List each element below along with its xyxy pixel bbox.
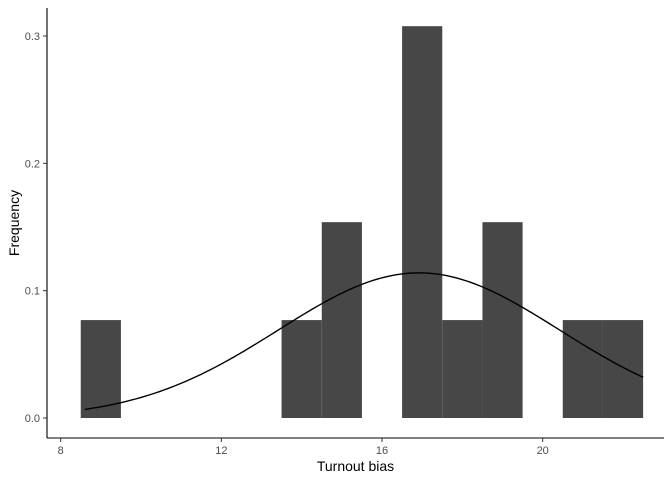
y-ticks: 0.0 0.1 0.2 0.3 — [25, 31, 47, 425]
histogram-bar-5 — [482, 222, 523, 418]
histogram-bar-2 — [321, 222, 362, 418]
histogram-bar-0 — [80, 320, 121, 418]
y-tick-label: 0.3 — [25, 31, 40, 43]
y-tick-label: 0.1 — [25, 286, 40, 298]
bars-layer — [80, 26, 644, 418]
y-tick-label: 0.0 — [25, 413, 40, 425]
density-curve — [84, 272, 644, 411]
y-tick-label: 0.2 — [25, 158, 40, 170]
x-tick-label: 16 — [376, 445, 388, 457]
histogram-bar-7 — [602, 320, 644, 418]
histogram-bar-6 — [562, 320, 603, 418]
x-tick-label: 12 — [215, 445, 227, 457]
density-curve-layer — [84, 272, 644, 411]
histogram-bar-3 — [402, 26, 443, 418]
histogram-bar-1 — [281, 320, 322, 418]
x-axis-title: Turnout bias — [317, 458, 394, 474]
histogram-bar-4 — [442, 320, 483, 418]
x-tick-label: 8 — [58, 445, 64, 457]
x-tick-label: 20 — [537, 445, 549, 457]
y-axis-title: Frequency — [6, 190, 22, 256]
x-ticks: 8 12 16 20 — [58, 438, 549, 457]
